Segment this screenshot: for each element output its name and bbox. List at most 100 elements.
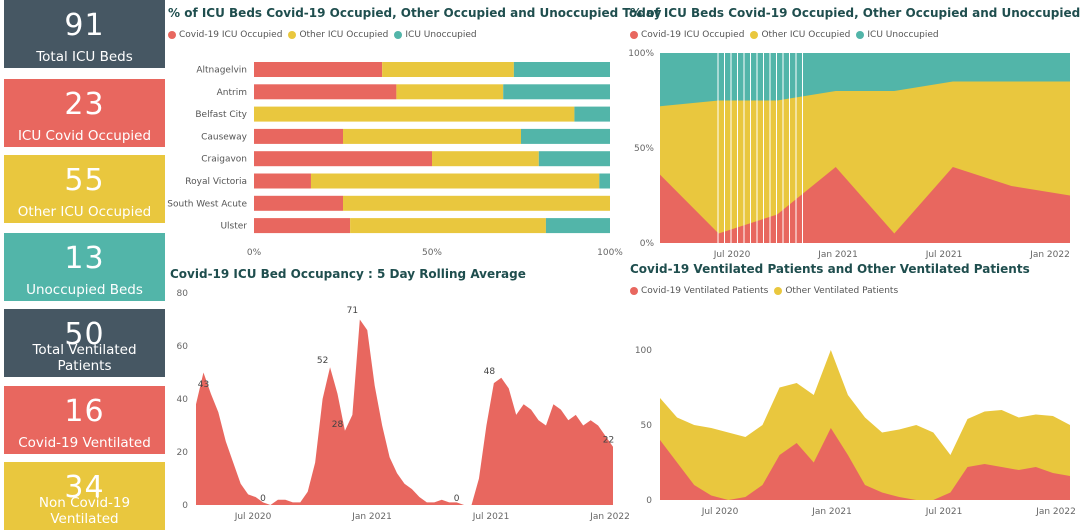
chart4-legend: Covid-19 Ventilated Patients Other Venti… <box>630 286 904 296</box>
y-tick-label: 100 <box>635 346 652 356</box>
kpi-value: 13 <box>64 241 105 276</box>
legend-item-covid[interactable]: Covid-19 ICU Occupied <box>630 30 744 40</box>
bar-segment <box>382 62 514 77</box>
x-tick-label: Jan 2021 <box>811 507 852 517</box>
kpi-card[interactable]: 55 Other ICU Occupied <box>4 155 165 223</box>
legend-dot-icon <box>750 31 759 39</box>
bar-segment <box>254 128 343 144</box>
y-tick-label: 80 <box>177 289 189 299</box>
kpi-label: Total ICU Beds <box>36 49 133 65</box>
kpi-card[interactable]: 23 ICU Covid Occupied <box>4 79 165 147</box>
kpi-value: 23 <box>64 87 105 122</box>
data-label: 71 <box>347 306 358 316</box>
kpi-label: Covid-19 Ventilated <box>18 435 151 451</box>
rolling-average-area-chart: 0 20 40 60 80 Jul 2020 Jan 2021 Jul 2021 Jan 202… <box>177 289 630 522</box>
x-tick-label: Jul 2020 <box>234 512 272 522</box>
bar-segment <box>310 173 600 189</box>
x-tick-label: Jan 2021 <box>817 250 858 260</box>
kpi-value: 55 <box>64 163 105 198</box>
bar-segment <box>254 106 575 122</box>
legend-dot-icon <box>288 31 297 39</box>
area-covid <box>660 167 1070 243</box>
bar-segment <box>254 151 432 167</box>
category-label: Altnagelvin <box>196 66 247 76</box>
bar-segment <box>521 128 610 144</box>
legend-item-other[interactable]: Other ICU Occupied <box>288 30 388 40</box>
x-tick-label: 0% <box>247 248 262 258</box>
data-label: 28 <box>332 420 344 430</box>
bar-segment <box>254 173 311 189</box>
category-label: Antrim <box>217 88 247 98</box>
legend-item-covid[interactable]: Covid-19 ICU Occupied <box>168 30 282 40</box>
stacked-percent-area-chart: 0% 50% 100% Jul 2020 Jan 2021 Jul 2021 Jan 202… <box>628 49 1070 260</box>
category-label: Belfast City <box>195 110 247 120</box>
legend-dot-icon <box>856 31 865 39</box>
kpi-card[interactable]: 50 Total Ventilated Patients <box>4 309 165 377</box>
kpi-card[interactable]: 34 Non Covid-19 Ventilated <box>4 462 165 530</box>
kpi-label: Total Ventilated Patients <box>32 342 137 374</box>
data-label: 43 <box>198 380 209 390</box>
y-tick-label: 60 <box>177 342 189 352</box>
legend-item-other[interactable]: Other ICU Occupied <box>750 30 850 40</box>
chart2-title: % of ICU Beds Covid-19 Occupied, Other O… <box>630 6 1080 20</box>
bar-segment <box>545 218 610 234</box>
kpi-value: 34 <box>64 470 105 505</box>
bar-chart-hospitals: Altnagelvin Antrim Belfast City Causeway Cra… <box>167 62 623 258</box>
bar-segment <box>350 218 546 234</box>
rolling-average-area <box>196 319 613 505</box>
legend-item-other-vent[interactable]: Other Ventilated Patients <box>774 286 898 296</box>
category-label: Ulster <box>220 222 247 232</box>
legend-dot-icon <box>168 31 176 39</box>
x-tick-label: Jul 2020 <box>713 250 751 260</box>
legend-item-covid-vent[interactable]: Covid-19 Ventilated Patients <box>630 286 768 296</box>
area-other-ventilated <box>660 350 1070 500</box>
y-tick-label: 40 <box>177 395 189 405</box>
data-label: 0 <box>260 494 266 504</box>
data-label: 52 <box>317 356 328 366</box>
kpi-card[interactable]: 13 Unoccupied Beds <box>4 233 165 301</box>
kpi-card[interactable]: 91 Total ICU Beds <box>4 0 165 68</box>
bar-segment <box>396 84 504 100</box>
bar-segment <box>599 173 610 189</box>
kpi-card[interactable]: 16 Covid-19 Ventilated <box>4 386 165 454</box>
legend-dot-icon <box>394 31 403 39</box>
chart3-title: Covid-19 ICU Bed Occupancy : 5 Day Rolli… <box>170 267 526 281</box>
legend-item-unocc[interactable]: ICU Unoccupied <box>394 30 477 40</box>
kpi-label: Other ICU Occupied <box>17 204 152 220</box>
ventilated-area-chart: 0 50 100 Jul 2020 Jan 2021 Jul 2021 Jan 2022 <box>635 346 1076 517</box>
data-label: 48 <box>484 367 496 377</box>
category-label: Craigavon <box>201 155 247 165</box>
chart1-legend: Covid-19 ICU Occupied Other ICU Occupied… <box>168 30 483 40</box>
bar-segment <box>254 195 343 211</box>
kpi-label: ICU Covid Occupied <box>17 128 152 144</box>
kpi-value: 50 <box>64 317 105 352</box>
bar-segment <box>254 62 383 77</box>
category-label: Royal Victoria <box>185 177 247 187</box>
x-tick-label: Jul 2021 <box>472 512 510 522</box>
x-tick-label: Jul 2021 <box>925 507 963 517</box>
x-tick-label: Jul 2021 <box>925 250 963 260</box>
x-tick-label: Jul 2020 <box>701 507 739 517</box>
bar-segment <box>503 84 610 100</box>
kpi-value: 91 <box>64 8 105 43</box>
x-tick-label: 100% <box>597 248 623 258</box>
y-tick-label: 0 <box>646 496 652 506</box>
y-tick-label: 20 <box>177 448 189 458</box>
chart1-title: % of ICU Beds Covid-19 Occupied, Other O… <box>168 6 662 20</box>
category-label: South West Acute <box>167 199 247 209</box>
legend-dot-icon <box>630 287 638 295</box>
bar-segment <box>254 218 351 234</box>
bar-segment <box>343 195 610 211</box>
legend-item-unocc[interactable]: ICU Unoccupied <box>856 30 939 40</box>
category-label: Causeway <box>201 132 248 142</box>
chart4-title: Covid-19 Ventilated Patients and Other V… <box>630 262 1030 276</box>
kpi-label: Non Covid-19 Ventilated <box>38 495 131 527</box>
data-label: 22 <box>603 436 614 446</box>
bar-segment <box>574 106 610 122</box>
x-tick-label: Jan 2021 <box>351 512 392 522</box>
y-tick-label: 50 <box>641 421 653 431</box>
bar-segment <box>538 151 610 167</box>
chart2-legend: Covid-19 ICU Occupied Other ICU Occupied… <box>630 30 945 40</box>
y-tick-label: 50% <box>634 144 654 154</box>
x-tick-label: Jan 2022 <box>589 512 630 522</box>
